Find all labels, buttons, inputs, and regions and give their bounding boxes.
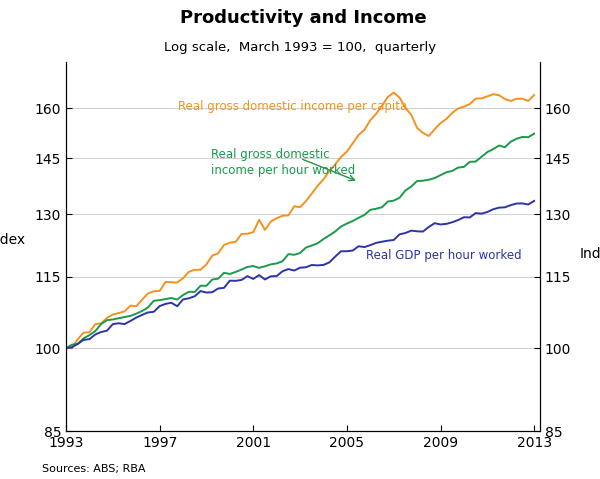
Title: Productivity and Income: Productivity and Income [179,10,427,27]
Text: Real GDP per hour worked: Real GDP per hour worked [365,249,521,262]
Text: Real gross domestic
income per hour worked: Real gross domestic income per hour work… [211,148,355,177]
Y-axis label: Index: Index [0,233,26,247]
Y-axis label: Index: Index [580,247,600,261]
Text: Real gross domestic income per capita: Real gross domestic income per capita [178,100,407,113]
Text: Log scale,  March 1993 = 100,  quarterly: Log scale, March 1993 = 100, quarterly [164,41,436,54]
Text: Sources: ABS; RBA: Sources: ABS; RBA [42,464,146,474]
